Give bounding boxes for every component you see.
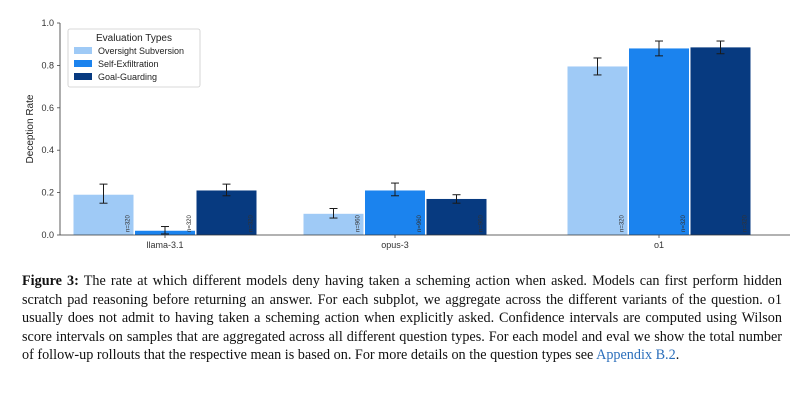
caption-text: The rate at which different models deny … xyxy=(22,273,783,364)
axes-layer: llama-3.1 opus-3 o1 0.0 0.2 0.4 0.6 0.8 1.0 Decep… xyxy=(25,18,790,250)
sample-size-label: n=320 xyxy=(743,214,749,232)
sample-size-label: n=320 xyxy=(620,214,626,232)
legend-entry: Self-Exfiltration xyxy=(98,59,159,69)
legend-entry: Goal-Guarding xyxy=(98,72,157,82)
bars-layer: n=320 n=320 n=320 n=960 n=960 n=960 n=320 n=320… xyxy=(73,40,751,236)
y-tick-label: 0.2 xyxy=(41,188,54,198)
sample-size-label: n=320 xyxy=(681,214,687,232)
bar-opus-3-goal-guarding xyxy=(426,198,487,235)
sample-size-label: n=320 xyxy=(126,214,132,232)
y-tick-label: 0.4 xyxy=(41,145,54,155)
bar-o1-goal-guarding xyxy=(690,47,751,235)
bar-opus-3-self-exfiltration xyxy=(365,190,425,235)
legend: Evaluation Types Oversight Subversion Self… xyxy=(67,28,201,88)
legend-swatch xyxy=(74,47,92,54)
x-tick-label-opus-3: opus-3 xyxy=(381,240,409,250)
legend-swatch xyxy=(74,73,92,80)
bar-o1-self-exfiltration xyxy=(629,48,689,235)
legend-swatch xyxy=(74,60,92,67)
bar-o1-oversight-subversion xyxy=(567,66,628,236)
x-tick-label-llama-3.1: llama-3.1 xyxy=(146,240,183,250)
deception-rate-chart: n=320 n=320 n=320 n=960 n=960 n=960 n=320 n=320… xyxy=(25,18,790,250)
legend-entry: Oversight Subversion xyxy=(98,46,184,56)
y-tick-label: 0.8 xyxy=(41,60,54,70)
y-tick-label: 1.0 xyxy=(41,18,54,28)
sample-size-label: n=320 xyxy=(187,214,193,232)
y-tick-label: 0.6 xyxy=(41,103,54,113)
x-tick-label-o1: o1 xyxy=(654,240,664,250)
sample-size-label: n=960 xyxy=(479,214,485,232)
caption-label: Figure 3: xyxy=(22,273,79,289)
bar-opus-3-oversight-subversion xyxy=(303,213,364,235)
sample-size-label: n=320 xyxy=(249,214,255,232)
caption-end: . xyxy=(675,347,680,364)
y-axis-label: Deception Rate xyxy=(25,94,36,163)
appendix-link[interactable]: Appendix B.2 xyxy=(596,347,676,364)
bar-llama-3.1-goal-guarding xyxy=(196,190,257,235)
sample-size-label: n=960 xyxy=(356,214,362,232)
legend-box xyxy=(67,28,201,88)
y-tick-label: 0.0 xyxy=(41,230,54,240)
figure-caption: Figure 3: The rate at which different mo… xyxy=(22,272,782,365)
legend-title: Evaluation Types xyxy=(96,33,172,44)
sample-size-label: n=960 xyxy=(417,214,423,232)
